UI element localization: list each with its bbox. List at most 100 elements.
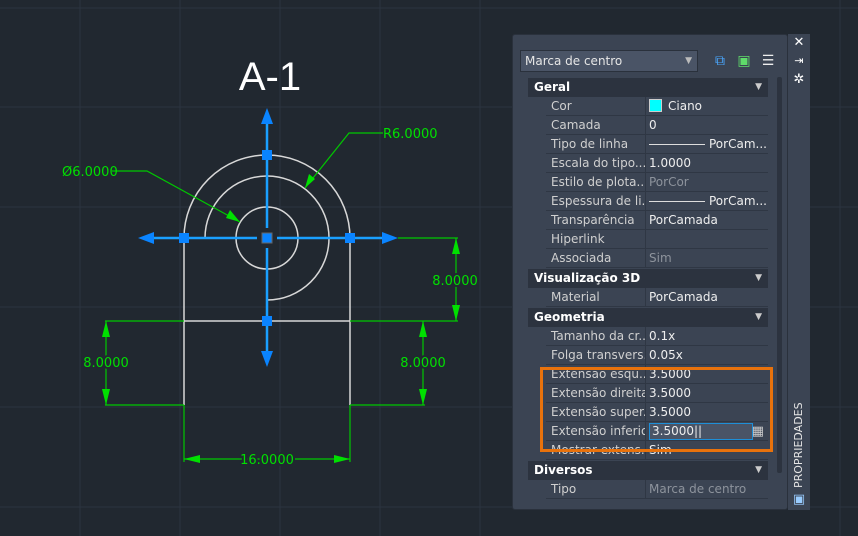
property-value-cell[interactable]: PorCamada bbox=[646, 211, 768, 229]
property-row[interactable]: Extensão super... 3.5000 bbox=[546, 403, 768, 422]
property-value-cell[interactable]: PorCam... bbox=[646, 192, 768, 210]
drawing-title: A-1 bbox=[239, 55, 301, 99]
property-label: Hiperlink bbox=[546, 230, 646, 248]
grip-arrow-right[interactable] bbox=[382, 232, 398, 244]
dropdown-value: Marca de centro bbox=[525, 54, 623, 68]
property-value: 3.5000 bbox=[649, 386, 691, 400]
autohide-icon[interactable]: ⇥ bbox=[794, 54, 804, 67]
property-row[interactable]: Espessura de li... PorCam... bbox=[546, 192, 768, 211]
chevron-down-icon: ▼ bbox=[755, 273, 762, 283]
section-header[interactable]: Geometria ▼ bbox=[528, 308, 768, 327]
property-row[interactable]: Extensão inferior 3.5000|| ▦ bbox=[546, 422, 768, 441]
property-label: Extensão direita bbox=[546, 384, 646, 402]
property-row[interactable]: Extensão direita 3.5000 bbox=[546, 384, 768, 403]
panel-side-strip bbox=[788, 34, 810, 510]
property-value: 3.5000 bbox=[649, 405, 691, 419]
property-row[interactable]: Cor Ciano bbox=[546, 97, 768, 116]
grip-bottom[interactable] bbox=[262, 316, 272, 326]
property-value-cell[interactable]: Marca de centro bbox=[646, 480, 768, 498]
color-swatch bbox=[649, 99, 662, 112]
property-value-cell[interactable]: 0 bbox=[646, 116, 768, 134]
settings-icon[interactable]: ✲ bbox=[793, 72, 805, 87]
property-edit-input[interactable]: 3.5000|| bbox=[649, 423, 753, 440]
line-preview bbox=[649, 144, 705, 145]
property-value: PorCamada bbox=[649, 213, 718, 227]
property-label: Tipo de linha bbox=[546, 135, 646, 153]
property-label: Tipo bbox=[546, 480, 646, 498]
radius-dim: R6.0000 bbox=[383, 127, 438, 142]
property-label: Espessura de li... bbox=[546, 192, 646, 210]
property-value-cell[interactable]: PorCor bbox=[646, 173, 768, 191]
property-label: Camada bbox=[546, 116, 646, 134]
grip-arrow-up[interactable] bbox=[261, 108, 273, 124]
property-label: Folga transvers... bbox=[546, 346, 646, 364]
grip-right[interactable] bbox=[345, 233, 355, 243]
property-value: PorCam... bbox=[709, 137, 767, 151]
property-row[interactable]: Camada 0 bbox=[546, 116, 768, 135]
property-label: Associada bbox=[546, 249, 646, 267]
property-value: PorCamada bbox=[649, 290, 718, 304]
close-icon[interactable]: ✕ bbox=[793, 35, 805, 50]
property-row[interactable]: Associada Sim bbox=[546, 249, 768, 268]
property-row[interactable]: Tipo de linha PorCam... bbox=[546, 135, 768, 154]
grip-arrow-left[interactable] bbox=[138, 232, 154, 244]
property-value: Marca de centro bbox=[649, 482, 747, 496]
property-label: Tamanho da cr... bbox=[546, 327, 646, 345]
grip-arrow-down[interactable] bbox=[261, 351, 273, 367]
property-row[interactable]: Estilo de plota... PorCor bbox=[546, 173, 768, 192]
grip-left[interactable] bbox=[179, 233, 189, 243]
section-title: Diversos bbox=[534, 463, 593, 477]
property-row[interactable]: Transparência PorCamada bbox=[546, 211, 768, 230]
right-upper-dim: 8.0000 bbox=[432, 274, 478, 289]
property-value: 3.5000 bbox=[649, 367, 691, 381]
property-row[interactable]: Extensão esqu... 3.5000 bbox=[546, 365, 768, 384]
property-value: 1.0000 bbox=[649, 156, 691, 170]
scrollbar[interactable] bbox=[777, 77, 782, 473]
chevron-down-icon: ▼ bbox=[685, 56, 692, 66]
property-row[interactable]: Material PorCamada bbox=[546, 288, 768, 307]
property-value: PorCor bbox=[649, 175, 689, 189]
grip-top[interactable] bbox=[262, 150, 272, 160]
property-row[interactable]: Tamanho da cr... 0.1x bbox=[546, 327, 768, 346]
left-dim: 8.0000 bbox=[83, 356, 129, 371]
property-value: 3.5000 bbox=[652, 424, 694, 438]
property-row[interactable]: Escala do tipo... 1.0000 bbox=[546, 154, 768, 173]
highlight-box bbox=[540, 367, 773, 452]
quick-select-icon[interactable]: ☰ bbox=[761, 53, 775, 69]
section-header[interactable]: Diversos ▼ bbox=[528, 461, 768, 480]
property-value-cell[interactable]: PorCam... bbox=[646, 135, 768, 153]
property-value: Ciano bbox=[668, 99, 703, 113]
property-value-cell[interactable]: Ciano bbox=[646, 97, 768, 115]
property-value-cell[interactable]: Sim bbox=[646, 249, 768, 267]
property-value-cell[interactable]: 3.5000 bbox=[646, 384, 768, 402]
property-value-cell[interactable] bbox=[646, 230, 768, 248]
property-value-cell[interactable]: 3.5000|| ▦ bbox=[646, 422, 768, 440]
property-value-cell[interactable]: 0.1x bbox=[646, 327, 768, 345]
section-header[interactable]: Visualização 3D ▼ bbox=[528, 269, 768, 288]
property-row[interactable]: Folga transvers... 0.05x bbox=[546, 346, 768, 365]
line-preview bbox=[649, 201, 705, 202]
section-title: Geometria bbox=[534, 310, 605, 324]
section-header[interactable]: Geral ▼ bbox=[528, 78, 768, 97]
property-row[interactable]: Tipo Marca de centro bbox=[546, 480, 768, 499]
toggle-pickadd-icon[interactable]: ⧉ bbox=[715, 53, 725, 69]
property-label: Cor bbox=[546, 97, 646, 115]
property-row[interactable]: Hiperlink bbox=[546, 230, 768, 249]
property-value: PorCam... bbox=[709, 194, 767, 208]
diameter-dim: Ø6.0000 bbox=[62, 165, 118, 180]
calculator-icon[interactable]: ▦ bbox=[751, 424, 764, 439]
property-value: 0.1x bbox=[649, 329, 676, 343]
property-value-cell[interactable]: 1.0000 bbox=[646, 154, 768, 172]
property-label: Material bbox=[546, 288, 646, 306]
grip-center[interactable] bbox=[261, 232, 273, 244]
property-value-cell[interactable]: 3.5000 bbox=[646, 365, 768, 383]
select-objects-icon[interactable]: ▣ bbox=[737, 53, 751, 69]
property-value-cell[interactable]: 0.05x bbox=[646, 346, 768, 364]
chevron-down-icon: ▼ bbox=[755, 465, 762, 475]
property-value-cell[interactable]: PorCamada bbox=[646, 288, 768, 306]
property-value-cell[interactable]: 3.5000 bbox=[646, 403, 768, 421]
property-value: Sim bbox=[649, 251, 672, 265]
object-type-dropdown[interactable]: Marca de centro ▼ bbox=[520, 50, 698, 72]
properties-panel: Marca de centro ▼ ⧉ ▣ ☰ Geral ▼ Cor Ciano Cam… bbox=[512, 34, 788, 510]
